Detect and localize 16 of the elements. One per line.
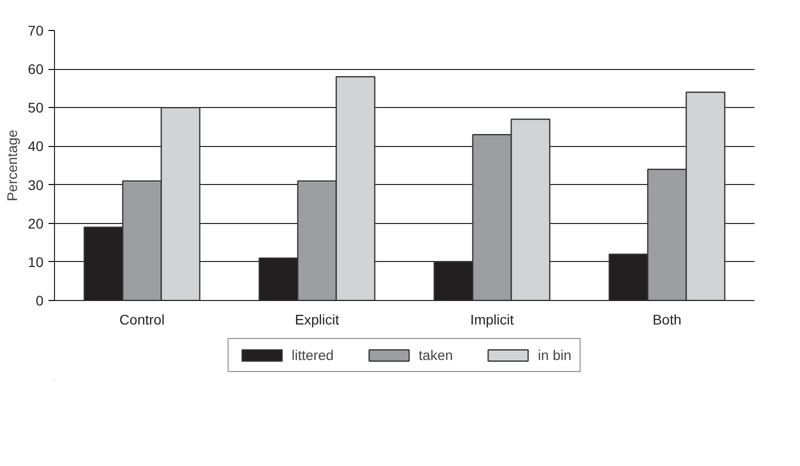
y-tick-label: 70 (28, 22, 44, 38)
y-tick-label: 40 (28, 138, 44, 154)
x-tick-label: Control (119, 312, 165, 328)
legend-label: littered (292, 347, 334, 363)
x-tick-label: Implicit (470, 312, 514, 328)
legend-label: in bin (538, 347, 572, 363)
y-tick-label: 10 (28, 254, 44, 270)
legend-label: taken (418, 347, 453, 363)
y-tick-label: 0 (36, 292, 44, 308)
y-tick-label: 30 (28, 176, 44, 193)
y-tick-label: 60 (28, 61, 44, 78)
x-tick-label: Explicit (294, 312, 340, 328)
x-tick-label: Both (652, 312, 682, 328)
y-axis-title: Percentage (4, 129, 20, 202)
y-tick-label: 20 (28, 215, 44, 232)
y-tick-label: 50 (28, 100, 44, 116)
